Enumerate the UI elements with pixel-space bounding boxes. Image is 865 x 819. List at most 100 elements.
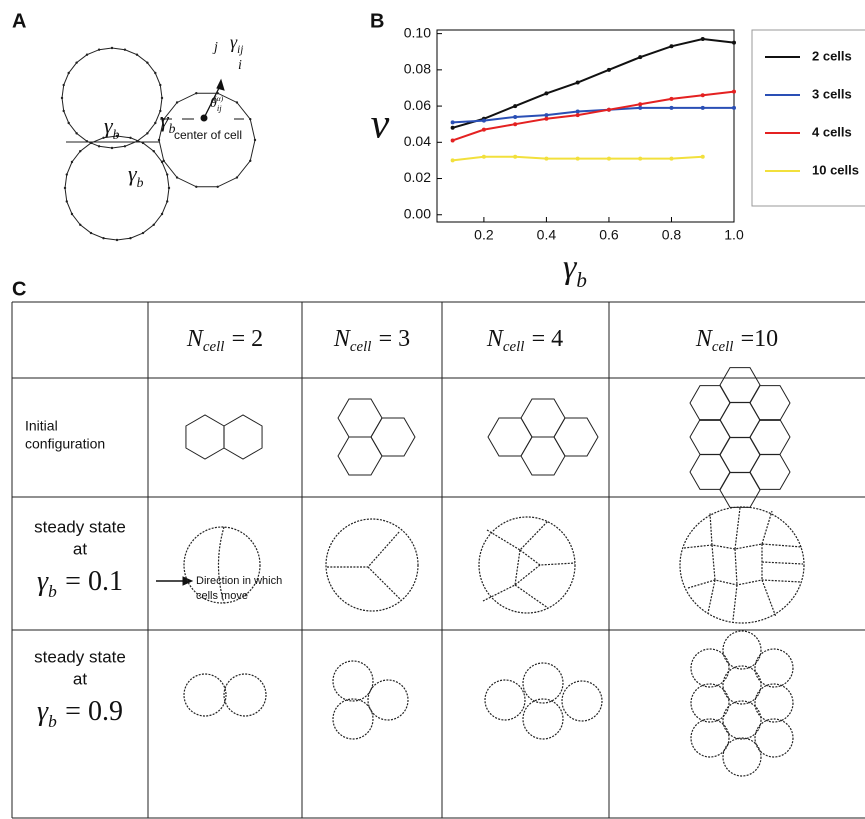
data-point [451, 158, 455, 162]
vertex [161, 97, 163, 99]
row-label: at [73, 669, 87, 688]
cell-outline [483, 521, 575, 608]
panel-label: A [12, 10, 26, 32]
data-point [513, 104, 517, 108]
vertex [216, 186, 218, 188]
data-point [701, 155, 705, 159]
cell-outline [479, 517, 575, 613]
vertex [254, 139, 256, 141]
math-label: Ncell= 3 [333, 326, 410, 356]
data-point [638, 106, 642, 110]
legend-label: 3 cells [812, 86, 852, 101]
vertex [124, 49, 126, 51]
vertex [98, 49, 100, 51]
series-line [453, 92, 734, 141]
data-point [669, 106, 673, 110]
math-subscript: b [137, 175, 144, 190]
center-label: center of cell [174, 128, 242, 142]
data-point [482, 155, 486, 159]
math-label: γb [104, 113, 120, 142]
vertex [71, 161, 73, 163]
math-label: Ncell= 4 [486, 326, 563, 356]
vertex [166, 173, 168, 175]
hexagon [690, 455, 730, 490]
vertex [102, 237, 104, 239]
y-tick-label: 0.08 [404, 61, 431, 77]
cell-outline [562, 681, 602, 721]
cell-outline [368, 680, 408, 720]
vertex [75, 61, 77, 63]
hexagon [750, 420, 790, 455]
data-point [638, 102, 642, 106]
data-point [544, 117, 548, 121]
x-tick-label: 0.6 [599, 227, 619, 243]
data-point [513, 155, 517, 159]
hexagon [720, 403, 760, 438]
vertex [64, 187, 66, 189]
data-point [607, 68, 611, 72]
math-subscript: b [48, 712, 57, 731]
math-rest: = 0.1 [65, 566, 123, 597]
cell-outline [523, 663, 563, 703]
data-point [451, 126, 455, 130]
data-point [544, 91, 548, 95]
vertex [111, 147, 113, 149]
cell-outline [755, 649, 793, 687]
math-subscript: cell [350, 339, 371, 355]
row-label: Initial [25, 418, 58, 434]
hexagon [338, 399, 382, 437]
vertex [66, 173, 68, 175]
math-subscript: ij [217, 103, 222, 113]
data-point [669, 44, 673, 48]
data-point [638, 55, 642, 59]
y-tick-label: 0.04 [404, 133, 431, 149]
vertex [153, 224, 155, 226]
y-tick-label: 0.02 [404, 169, 431, 185]
math-rest: = 2 [232, 326, 264, 352]
hexagon [720, 368, 760, 403]
vertex [116, 239, 118, 241]
hexagon [488, 418, 532, 456]
vertex [166, 200, 168, 202]
hexagon [521, 437, 565, 475]
vertex [158, 139, 160, 141]
hexagon [186, 415, 224, 459]
cell-outline [755, 684, 793, 722]
data-point [669, 97, 673, 101]
vertex [161, 213, 163, 215]
vertex [124, 145, 126, 147]
math-subscript: cell [203, 339, 224, 355]
panel-label: B [370, 10, 384, 32]
data-point [576, 81, 580, 85]
series-line [453, 39, 734, 128]
vertex [98, 145, 100, 147]
math-label: γij [230, 32, 243, 55]
vertex [79, 224, 81, 226]
math-label: γb [563, 249, 587, 292]
data-point [732, 90, 736, 94]
data-point [482, 128, 486, 132]
math-subscript: cell [712, 339, 733, 355]
math-subscript: b [576, 268, 587, 292]
vertex [90, 232, 92, 234]
vertex [66, 200, 68, 202]
vertex [236, 176, 238, 178]
x-tick-label: 1.0 [724, 227, 744, 243]
row-label: configuration [25, 436, 105, 452]
cell-outline [224, 674, 266, 716]
hexagon [750, 455, 790, 490]
x-tick-label: 0.4 [537, 227, 557, 243]
vertex [163, 160, 165, 162]
data-point [732, 106, 736, 110]
data-point [607, 108, 611, 112]
data-point [701, 93, 705, 97]
math-label: γb [128, 161, 144, 190]
data-point [701, 37, 705, 41]
vertex [67, 72, 69, 74]
vertex [176, 101, 178, 103]
hexagon [224, 415, 262, 459]
vertex [195, 92, 197, 94]
hexagon [720, 473, 760, 508]
table-grid [12, 302, 865, 818]
cell-outline [326, 519, 418, 611]
